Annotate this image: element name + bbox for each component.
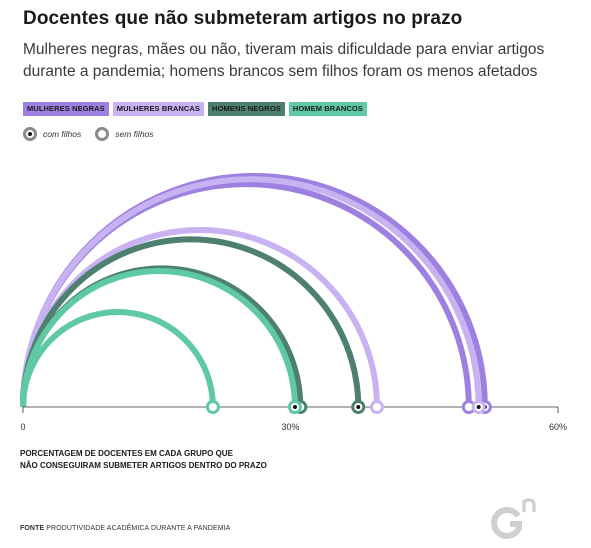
point-homem-brancos-sem-filhos bbox=[205, 400, 220, 414]
marker-label-without-children: sem filhos bbox=[115, 129, 154, 139]
chart-subtitle: Mulheres negras, mães ou não, tiveram ma… bbox=[23, 41, 545, 80]
marker-legend-without-children: sem filhos bbox=[95, 127, 154, 141]
arc-chart: 0 30% 60% bbox=[20, 173, 567, 432]
gn-logo-icon bbox=[491, 498, 536, 539]
marker-legend-with-children: com filhos bbox=[23, 127, 81, 141]
marker-legend: com filhos sem filhos bbox=[23, 127, 154, 141]
hollow-dot-icon bbox=[95, 127, 110, 141]
arc-mulheres-brancas-com-filhos bbox=[20, 176, 482, 408]
x-tick-label-30: 30% bbox=[281, 422, 299, 432]
point-center-homem-brancos bbox=[292, 405, 297, 409]
chart-title: Docentes que não submeteram artigos no p… bbox=[23, 8, 463, 29]
filled-dot-icon bbox=[23, 127, 37, 141]
arc-homens-negros-com-filhos bbox=[20, 236, 362, 408]
axis-note: PORCENTAGEM DE DOCENTES EM CADA GRUPO QU… bbox=[20, 449, 267, 470]
point-center-mulheres-brancas bbox=[476, 405, 481, 409]
arc-series-group bbox=[20, 173, 488, 408]
source-label: FONTE bbox=[20, 525, 45, 532]
point-mulheres-brancas-sem-filhos bbox=[369, 400, 384, 414]
x-tick-label-0: 0 bbox=[20, 422, 25, 432]
legend-mulheres-negras: MULHERES NEGRAS bbox=[23, 102, 109, 116]
legend-mulheres-brancas: MULHERES BRANCAS bbox=[112, 102, 205, 116]
arc-homem-brancos-sem-filhos bbox=[20, 309, 216, 408]
x-tick-label-60: 60% bbox=[549, 422, 567, 432]
source-text: PRODUTIVIDADE ACADÊMICA DURANTE A PANDEM… bbox=[46, 525, 231, 532]
group-legend: MULHERES NEGRAS MULHERES BRANCAS HOMENS … bbox=[23, 102, 367, 116]
arc-homem-brancos-com-filhos bbox=[20, 268, 298, 408]
legend-homens-negros: HOMENS NEGROS bbox=[208, 102, 285, 116]
marker-group bbox=[205, 400, 492, 414]
source-line: FONTE PRODUTIVIDADE ACADÊMICA DURANTE A … bbox=[20, 525, 230, 532]
point-center-homens-negros bbox=[356, 405, 361, 409]
legend-homens-brancos: HOMEM BRANCOS bbox=[288, 102, 367, 116]
marker-label-with-children: com filhos bbox=[43, 129, 82, 139]
